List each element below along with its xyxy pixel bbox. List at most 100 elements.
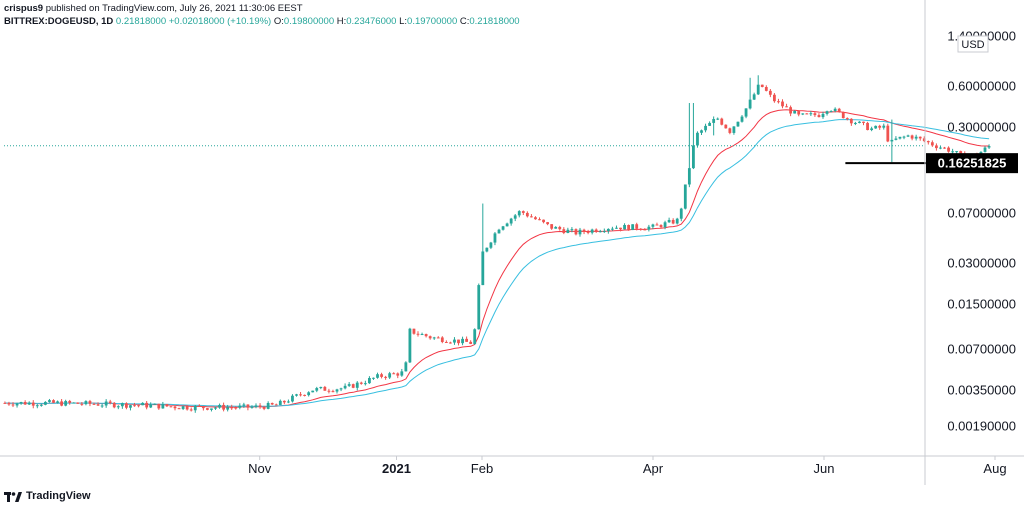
- high-label: H:: [336, 16, 347, 27]
- candle-body: [505, 223, 509, 227]
- candle: [355, 381, 359, 391]
- candle-body: [606, 228, 610, 232]
- ohlc-legend: BITTREX:DOGEUSD, 1D 0.21818000 +0.020180…: [4, 15, 520, 28]
- candle: [525, 211, 529, 218]
- candle-body: [133, 405, 136, 407]
- candle: [732, 126, 736, 135]
- candle: [631, 224, 635, 231]
- candle: [376, 372, 379, 379]
- candle: [60, 399, 64, 407]
- candle: [764, 85, 768, 92]
- currency-text: USD: [961, 39, 984, 51]
- candle: [756, 75, 760, 95]
- candle-body: [48, 400, 51, 402]
- candle-body: [926, 141, 930, 143]
- symbol-label[interactable]: BITTREX:DOGEUSD, 1D: [4, 16, 114, 27]
- candle: [453, 337, 456, 345]
- candle-body: [210, 408, 213, 410]
- candle-body: [918, 136, 922, 139]
- candle: [939, 145, 942, 150]
- candle: [914, 134, 918, 141]
- candle: [210, 408, 213, 412]
- candle-body: [922, 138, 926, 142]
- candle-body: [461, 338, 464, 344]
- y-tick-label: 0.30000000: [947, 119, 1016, 134]
- candle-body: [453, 339, 456, 343]
- ema-fast-line: [4, 109, 990, 408]
- candle: [602, 228, 606, 233]
- candle: [493, 231, 497, 246]
- candle: [323, 385, 327, 391]
- candle-body: [19, 402, 23, 404]
- candle-body: [805, 113, 809, 115]
- candle-body: [432, 337, 436, 339]
- candle: [829, 110, 833, 113]
- candle-body: [862, 121, 865, 123]
- candle: [64, 399, 68, 407]
- candle-body: [481, 251, 485, 286]
- candle-body: [692, 145, 695, 169]
- x-tick-label: Nov: [248, 461, 272, 476]
- candle: [412, 328, 416, 335]
- candle: [440, 336, 444, 344]
- candle: [825, 110, 829, 116]
- candle: [623, 223, 626, 230]
- candle: [319, 386, 323, 390]
- candle-body: [744, 108, 748, 117]
- candle: [234, 406, 238, 410]
- candle: [238, 403, 242, 410]
- candle: [88, 399, 92, 407]
- candle: [748, 77, 752, 110]
- candle-body: [987, 146, 991, 148]
- candle-body: [854, 122, 857, 124]
- candle-body: [598, 231, 602, 233]
- currency-label[interactable]: USD: [957, 35, 989, 53]
- time-axis: Nov 2021 Feb Apr Jun Aug: [248, 456, 1007, 476]
- candle: [197, 404, 201, 407]
- candle: [457, 339, 460, 346]
- candle: [752, 92, 756, 101]
- candle: [129, 404, 132, 411]
- candle-body: [955, 151, 959, 153]
- candle-body: [631, 224, 635, 231]
- candle-body: [623, 224, 626, 230]
- tradingview-brand[interactable]: TradingView: [4, 490, 91, 502]
- candle: [31, 400, 35, 409]
- candle: [675, 217, 679, 225]
- candle: [530, 214, 533, 218]
- candle: [270, 402, 274, 405]
- tradingview-logo-icon: [4, 492, 22, 502]
- candle: [388, 371, 392, 379]
- candle-body: [327, 390, 331, 392]
- candle: [72, 402, 76, 404]
- candle: [481, 203, 485, 286]
- candle-body: [400, 371, 404, 376]
- candle-body: [740, 116, 744, 122]
- candle: [578, 227, 582, 237]
- candle-body: [517, 211, 521, 216]
- ema-slow-line: [4, 118, 990, 407]
- candle: [331, 389, 335, 393]
- candle: [27, 401, 31, 405]
- candle-body: [801, 113, 805, 115]
- candle: [679, 207, 683, 222]
- candle-body: [242, 404, 246, 406]
- candle: [396, 372, 400, 379]
- candle-body: [39, 404, 43, 406]
- candle: [185, 404, 189, 411]
- candle-body: [675, 218, 679, 224]
- candle-body: [829, 111, 833, 113]
- candle: [793, 110, 797, 114]
- candle: [444, 340, 448, 343]
- candle: [785, 103, 788, 108]
- publisher-name[interactable]: crispus9: [4, 3, 44, 14]
- price-axis: 1.400000000.600000000.300000000.07000000…: [947, 29, 1016, 434]
- candle-body: [145, 402, 149, 408]
- candle: [598, 229, 602, 233]
- candle-body: [817, 115, 821, 118]
- candle-body: [303, 394, 307, 396]
- candle-body: [914, 136, 918, 139]
- candle: [554, 226, 558, 229]
- candle: [886, 123, 890, 143]
